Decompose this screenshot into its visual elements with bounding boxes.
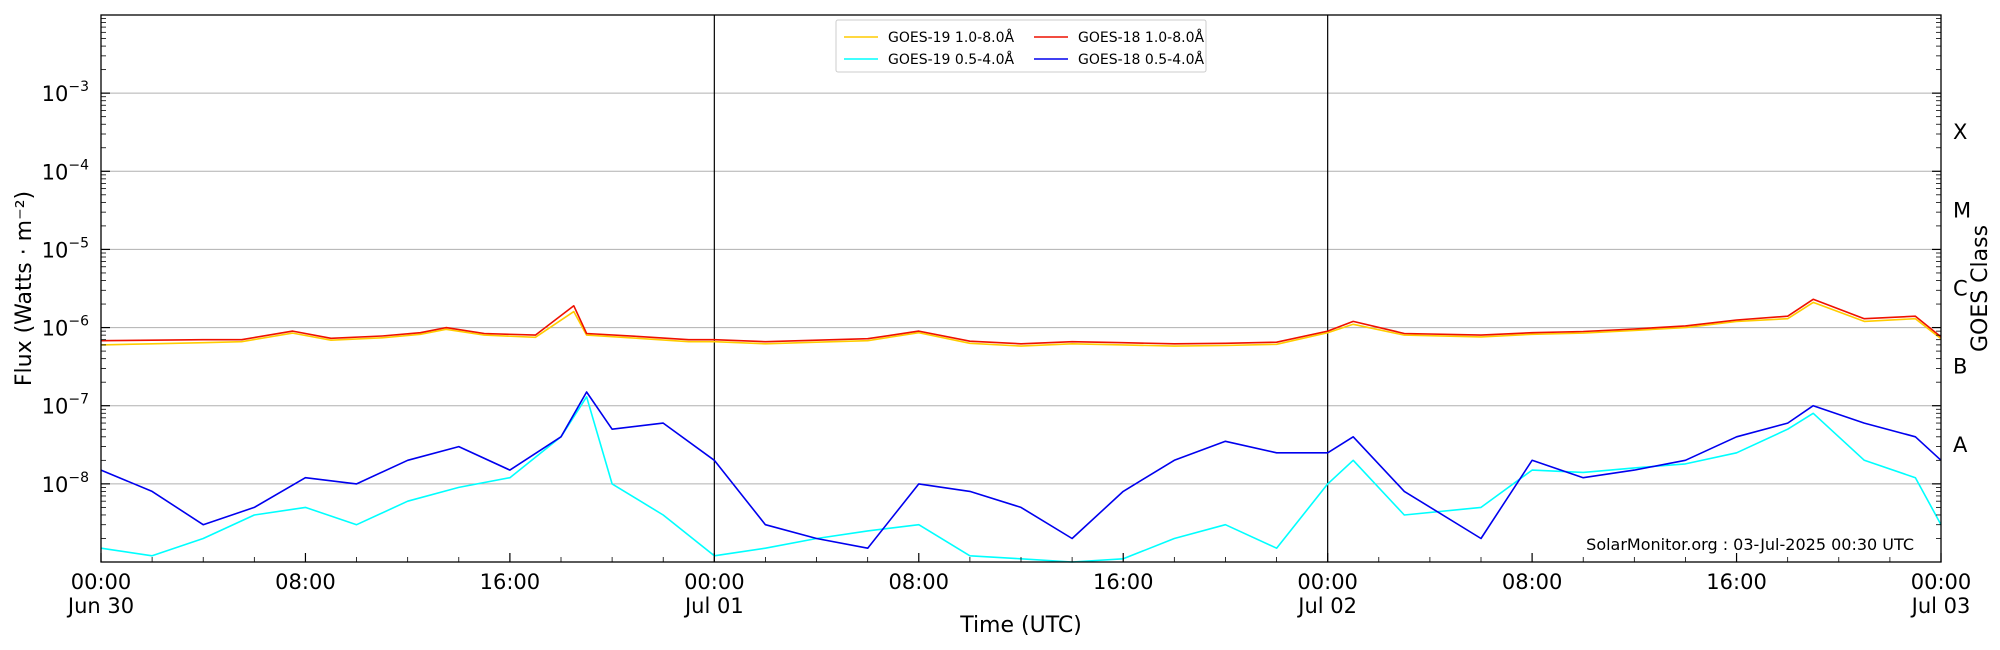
- legend-label-2: GOES-19 0.5-4.0Å: [888, 51, 1014, 68]
- y-tick-label: 10−7: [42, 392, 89, 419]
- x-tick-label: 08:00: [1502, 570, 1563, 594]
- goes-class-x: X: [1953, 120, 1967, 144]
- x-tick-label: 00:00: [1911, 570, 1972, 594]
- plot-frame: [100, 14, 1942, 563]
- series-lines: [100, 298, 1942, 563]
- y-tick-label: 10−6: [42, 314, 89, 341]
- y-tick-label: 10−4: [42, 157, 89, 184]
- watermark-text: SolarMonitor.org : 03-Jul-2025 00:30 UTC: [1586, 535, 1914, 554]
- x-tick-label: 16:00: [1093, 570, 1154, 594]
- goes-class-c: C: [1953, 277, 1968, 301]
- x-tick-label: 00:00: [71, 570, 132, 594]
- x-tick-label: 00:00: [1297, 570, 1358, 594]
- legend: GOES-19 1.0-8.0Å GOES-19 0.5-4.0Å GOES-18 …: [835, 19, 1207, 73]
- y-axis-label: Flux (Watts · m⁻²): [12, 191, 37, 386]
- x-tick-label: 08:00: [275, 570, 336, 594]
- x-tick-label: 08:00: [889, 570, 950, 594]
- x-tick-label: 00:00: [684, 570, 745, 594]
- goes-class-labels: A B C M X: [1953, 120, 1971, 457]
- x-tick-date-label: Jul 03: [1910, 594, 1971, 618]
- x-tick-date-label: Jun 30: [66, 594, 134, 618]
- legend-label-1: GOES-18 1.0-8.0Å: [1078, 29, 1204, 46]
- legend-box: [835, 19, 1207, 73]
- y-tick-label: 10−3: [42, 79, 89, 106]
- y-tick-label: 10−8: [42, 470, 89, 497]
- right-axis-label: GOES Class: [1968, 225, 1993, 352]
- goes-class-m: M: [1953, 198, 1971, 222]
- legend-label-3: GOES-18 0.5-4.0Å: [1078, 51, 1204, 68]
- series-line-3: [100, 391, 1942, 550]
- series-line-0: [100, 301, 1942, 347]
- goes-class-a: A: [1953, 433, 1968, 457]
- series-line-1: [100, 298, 1942, 345]
- day-boundary-lines: [713, 15, 1329, 562]
- x-tick-date-label: Jul 02: [1296, 594, 1357, 618]
- x-tick-label: 16:00: [480, 570, 541, 594]
- gridlines: [101, 92, 1941, 485]
- legend-label-0: GOES-19 1.0-8.0Å: [888, 29, 1014, 46]
- x-tick-label: 16:00: [1706, 570, 1767, 594]
- y-tick-label: 10−5: [42, 235, 89, 262]
- x-tick-date-label: Jul 01: [683, 594, 744, 618]
- goes-class-b: B: [1953, 355, 1967, 379]
- x-axis-label: Time (UTC): [959, 613, 1082, 638]
